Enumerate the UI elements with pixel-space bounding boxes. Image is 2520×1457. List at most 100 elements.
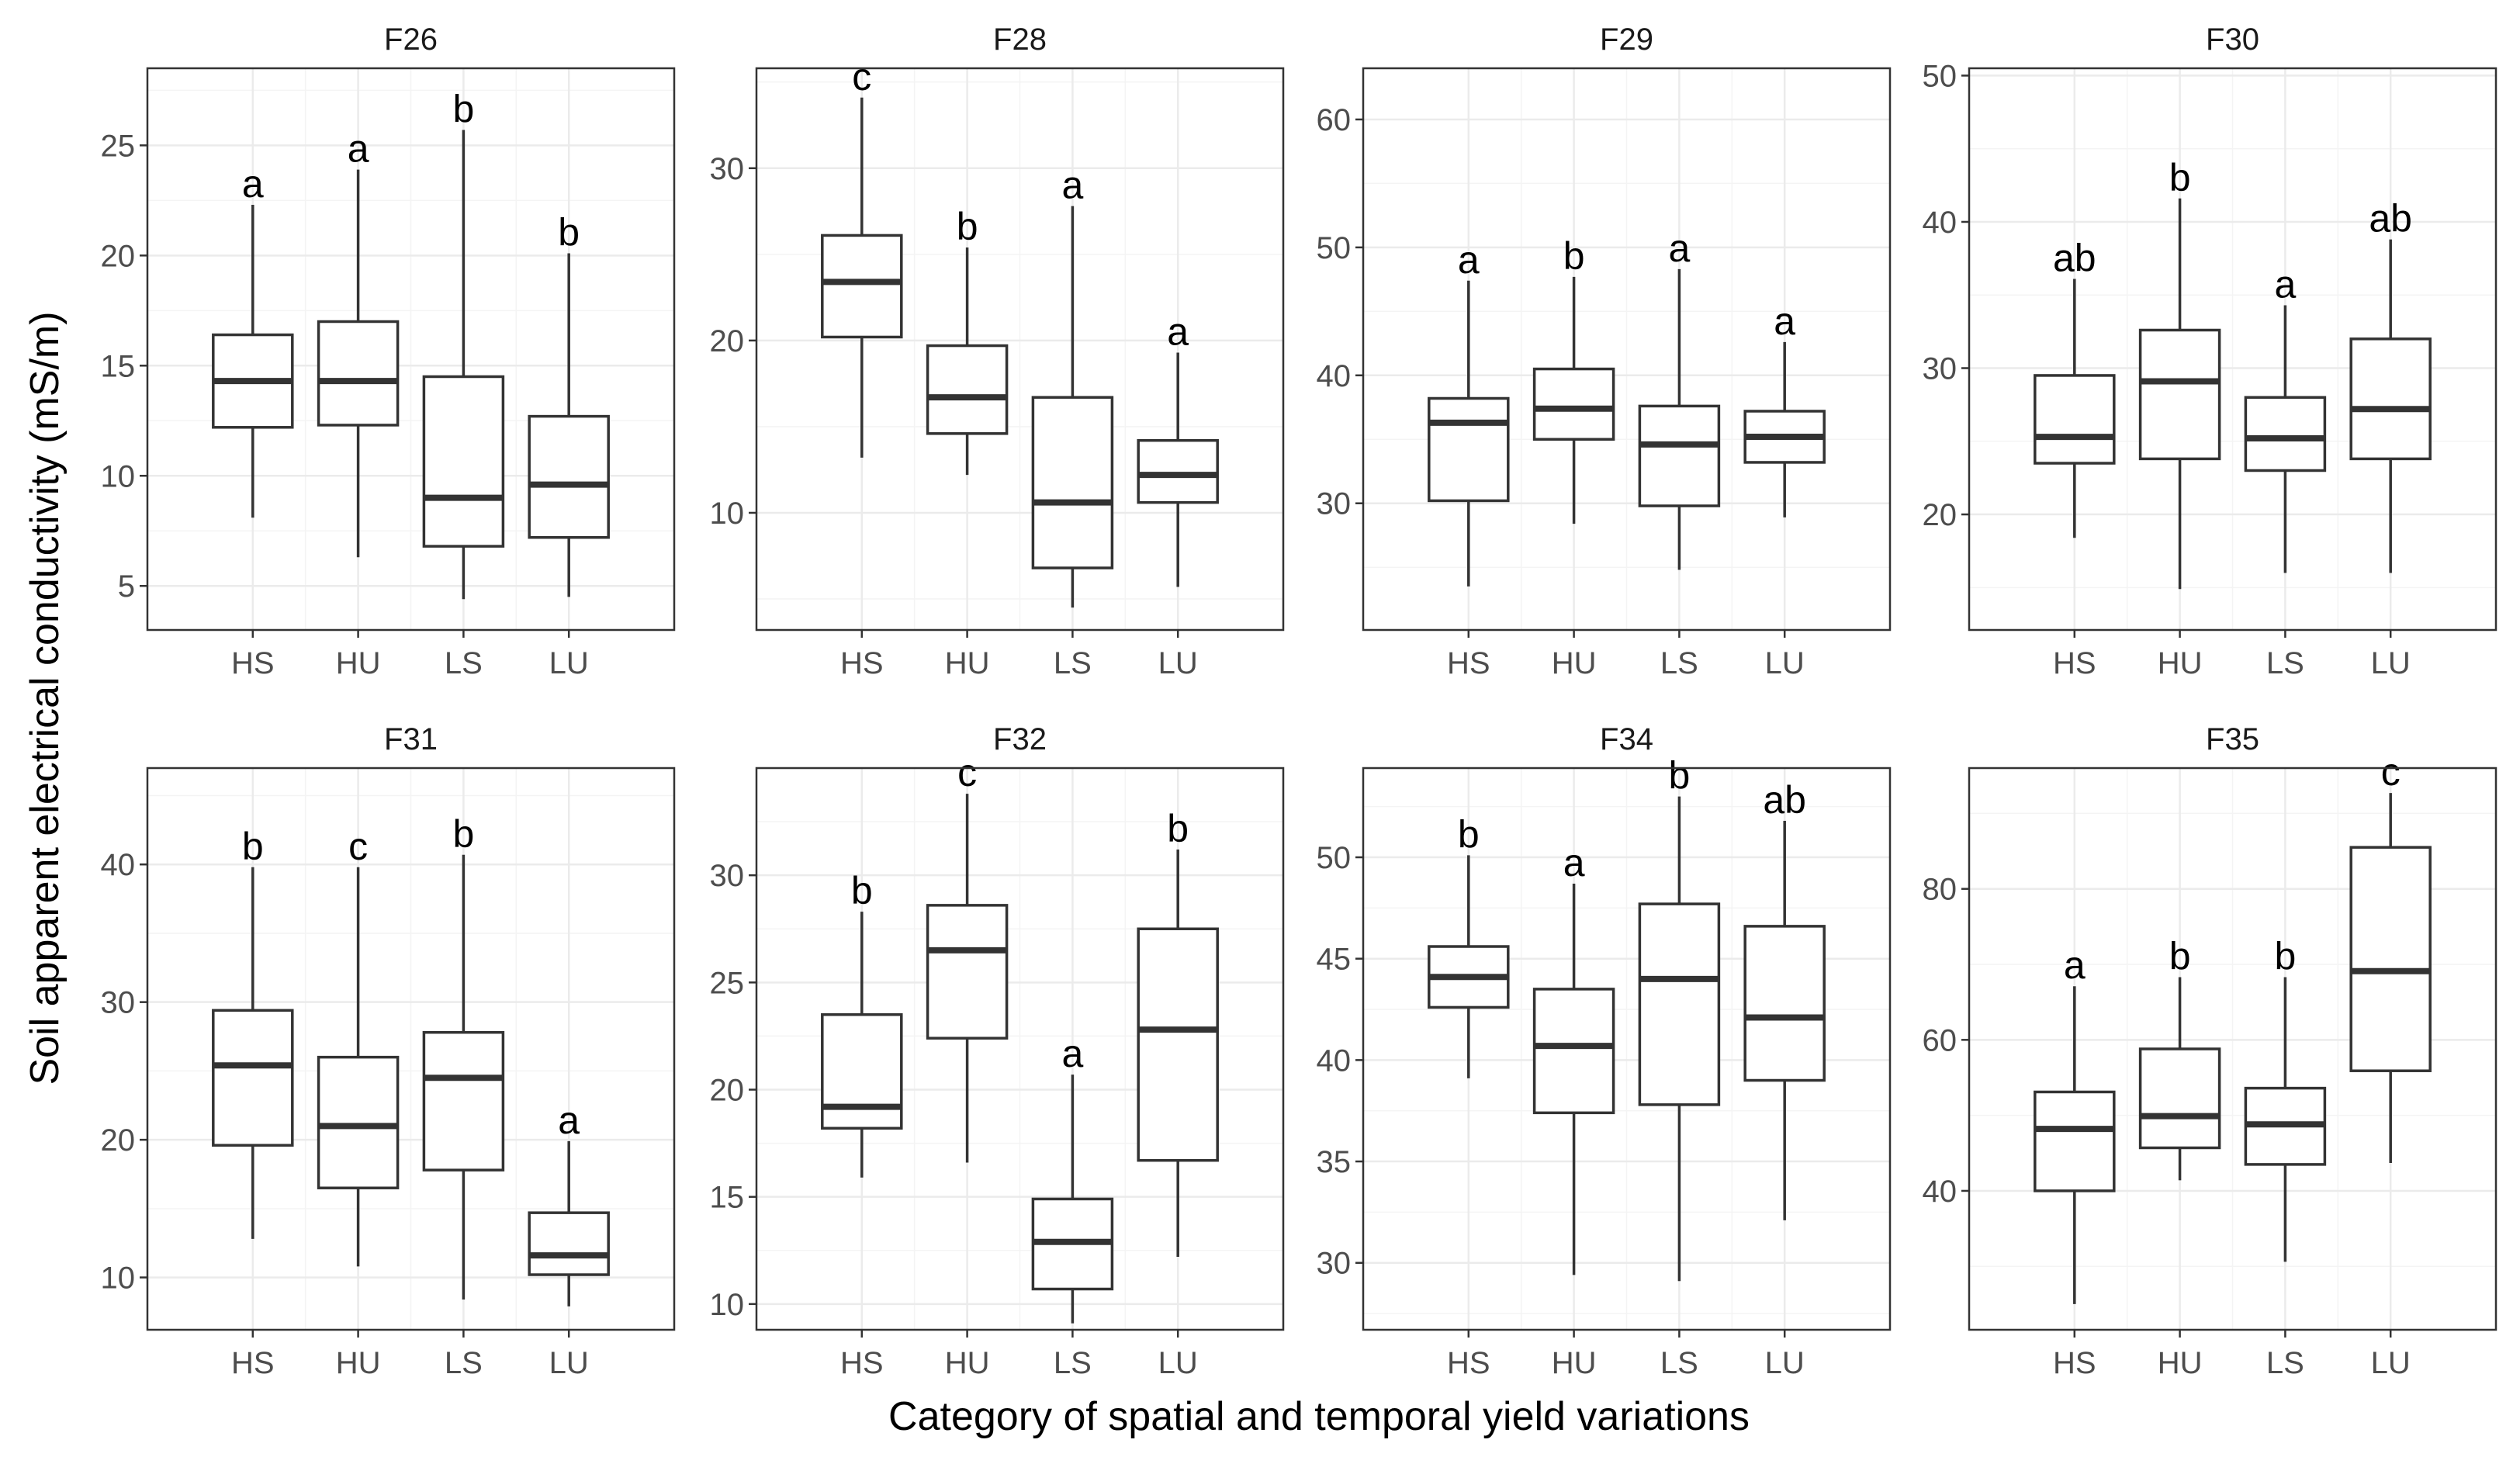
x-tick-label: LU (1765, 646, 1805, 680)
x-tick-label: HS (2053, 1346, 2096, 1380)
panel-border (1968, 767, 2498, 1331)
significance-letter: a (1458, 238, 1480, 282)
panel-title: F28 (993, 22, 1047, 57)
iqr-box (422, 1030, 505, 1171)
x-tick-label: HS (840, 646, 884, 680)
box-LU: a (1743, 299, 1826, 517)
x-tick-label: LS (1054, 1346, 1092, 1380)
x-tick-label: LS (1660, 646, 1698, 680)
y-tick-label: 20 (101, 239, 136, 273)
iqr-box (317, 320, 400, 427)
significance-letter: c (2381, 750, 2401, 794)
iqr-box (422, 375, 505, 548)
iqr-box (2034, 1090, 2116, 1192)
significance-letter: a (1167, 310, 1189, 353)
significance-letter: b (957, 205, 978, 248)
box-HS: c (821, 55, 903, 458)
significance-letter: ab (1763, 778, 1806, 822)
significance-letter: b (1167, 807, 1189, 850)
significance-letter: b (452, 812, 474, 856)
significance-letter: c (348, 825, 368, 868)
y-tick-label: 10 (101, 1261, 136, 1296)
panel-title: F34 (1600, 722, 1653, 756)
box-LU: ab (1743, 778, 1826, 1220)
x-tick-label: HS (231, 1346, 275, 1380)
significance-letter: a (2274, 262, 2296, 306)
y-tick-label: 20 (101, 1123, 136, 1158)
significance-letter: a (1668, 227, 1690, 270)
panel-F32: 10 15 20 25 30 HS HU LS LU b c a b F32 (710, 722, 1285, 1380)
box-HU: a (317, 127, 400, 558)
y-tick-label: 35 (1317, 1145, 1352, 1179)
iqr-box (2244, 396, 2327, 472)
y-tick-label: 40 (1923, 206, 1958, 240)
y-tick-label: 40 (1317, 359, 1352, 393)
y-tick-label: 10 (710, 1288, 745, 1322)
significance-letter: a (1061, 164, 1083, 207)
box-LU: a (1137, 310, 1219, 587)
panel-border (1362, 767, 1892, 1331)
panel-border (1968, 67, 2498, 632)
box-HU: a (1532, 841, 1615, 1275)
x-tick-label: HS (1447, 1346, 1490, 1380)
y-tick-label: 50 (1317, 841, 1352, 875)
box-HS: b (821, 869, 903, 1178)
x-tick-label: HU (336, 646, 381, 680)
iqr-box (212, 1009, 294, 1147)
box-LS: b (422, 87, 505, 600)
panel-border (1362, 67, 1892, 632)
y-tick-label: 5 (118, 569, 135, 604)
iqr-box (528, 1211, 610, 1276)
y-tick-label: 20 (710, 324, 745, 358)
box-LU: b (528, 210, 610, 597)
significance-letter: b (1458, 812, 1480, 856)
x-tick-label: LS (445, 1346, 483, 1380)
iqr-box (2349, 846, 2432, 1072)
box-LS: b (2244, 935, 2327, 1262)
y-tick-label: 30 (710, 152, 745, 186)
y-tick-label: 50 (1317, 231, 1352, 265)
iqr-box (1743, 925, 1826, 1082)
iqr-box (821, 234, 903, 339)
box-LU: a (528, 1099, 610, 1306)
significance-letter: a (348, 127, 369, 171)
iqr-box (1532, 988, 1615, 1115)
box-LS: a (2244, 262, 2327, 573)
significance-letter: a (1061, 1032, 1083, 1075)
box-LS: b (422, 812, 505, 1300)
y-tick-label: 30 (1317, 1247, 1352, 1281)
box-HS: a (212, 162, 294, 518)
iqr-box (926, 344, 1009, 435)
significance-letter: b (2169, 935, 2191, 978)
x-tick-label: HS (840, 1346, 884, 1380)
x-tick-label: LU (2371, 646, 2411, 680)
significance-letter: a (242, 162, 264, 206)
x-tick-label: HS (231, 646, 275, 680)
panel-border (146, 67, 676, 632)
significance-letter: c (957, 751, 977, 794)
iqr-box (528, 414, 610, 539)
panel-title: F30 (2206, 22, 2259, 57)
box-LS: a (1031, 1032, 1114, 1324)
significance-letter: ab (2053, 237, 2096, 280)
iqr-box (2138, 328, 2221, 461)
panel-border (755, 67, 1285, 632)
iqr-box (1137, 438, 1219, 504)
significance-letter: b (851, 869, 873, 912)
iqr-box (1532, 367, 1615, 441)
significance-letter: c (852, 55, 871, 99)
panel-F31: 10 20 30 40 HS HU LS LU b c b a F31 (101, 722, 676, 1380)
box-HU: c (926, 751, 1009, 1163)
x-tick-label: HU (1552, 646, 1597, 680)
y-tick-label: 25 (710, 966, 745, 1000)
y-tick-label: 30 (1317, 487, 1352, 521)
y-tick-label: 40 (1317, 1043, 1352, 1078)
iqr-box (2349, 337, 2432, 461)
y-tick-label: 15 (101, 349, 136, 383)
y-tick-label: 30 (710, 859, 745, 893)
x-tick-label: LS (1054, 646, 1092, 680)
box-LS: a (1638, 227, 1721, 570)
iqr-box (2138, 1047, 2221, 1150)
